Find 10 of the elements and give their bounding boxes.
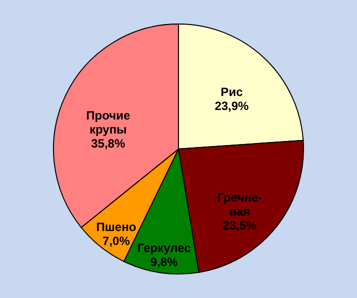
slice-label: Пшено — [96, 220, 136, 234]
slice-label: Гречне-вая — [217, 190, 262, 218]
slice-label: Рис — [220, 84, 244, 99]
data-label: 23,9% — [214, 98, 250, 113]
data-label: 35,8% — [91, 136, 126, 150]
data-label: 7,0% — [102, 234, 130, 248]
slice-label: Геркулес — [137, 240, 192, 255]
slice-label: Прочие крупы — [86, 108, 130, 136]
data-label: 23,5% — [222, 218, 258, 232]
data-label: 9,8% — [150, 254, 178, 269]
